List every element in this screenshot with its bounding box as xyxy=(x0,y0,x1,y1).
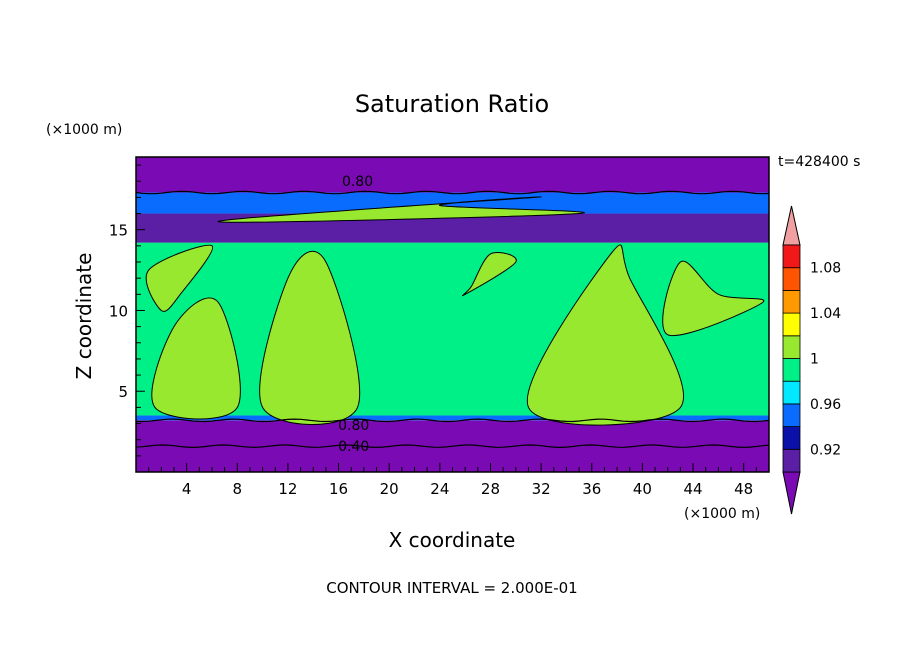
colorbar-tick-label: 0.92 xyxy=(810,442,841,458)
x-tick-label: 16 xyxy=(329,480,348,498)
contour-labels: 0.80 0.80 0.40 xyxy=(338,174,373,455)
contour-lines xyxy=(136,190,769,449)
x-tick-label: 36 xyxy=(582,480,601,498)
layer-band-5 xyxy=(136,157,769,193)
colorbar-swatch xyxy=(782,426,801,450)
y-tick-label: 15 xyxy=(109,222,128,240)
cloud-region-2 xyxy=(259,250,361,426)
cloud-region-0 xyxy=(145,244,214,312)
x-tick-label: 44 xyxy=(683,480,702,498)
colorbar-swatch xyxy=(782,244,801,269)
cloud-region-3 xyxy=(461,252,517,297)
colorbar-swatch xyxy=(782,448,801,473)
contour-label-0: 0.80 xyxy=(342,174,373,190)
colorbar-under-arrow xyxy=(782,471,801,515)
contour-line-1 xyxy=(136,418,769,423)
x-tick-label: 20 xyxy=(380,480,399,498)
colorbar: 0.92 0.96 1 1.04 1.08 xyxy=(782,205,841,515)
y-tick-label: 5 xyxy=(118,383,128,401)
x-tick-label: 24 xyxy=(430,480,449,498)
cloud-region-5 xyxy=(662,260,765,337)
colorbar-swatch xyxy=(782,289,801,314)
cloud-region-4 xyxy=(526,244,684,426)
colorbar-swatch xyxy=(782,312,801,337)
time-label: t=428400 s xyxy=(778,154,860,170)
colorbar-swatch xyxy=(782,380,801,405)
contour-field xyxy=(136,157,769,472)
colorbar-swatch xyxy=(782,267,801,291)
colorbar-tick-label: 1 xyxy=(810,352,819,368)
colorbar-tick-label: 1.08 xyxy=(810,261,841,277)
colorbar-swatch xyxy=(782,403,801,427)
x-tick-label: 40 xyxy=(633,480,652,498)
contour-label-1: 0.80 xyxy=(338,418,369,434)
y-tick-label: 10 xyxy=(109,302,128,320)
chart-title: Saturation Ratio xyxy=(355,90,549,118)
x-axis-ticks: 4 8 12 16 20 24 28 32 36 40 44 48 xyxy=(148,463,757,498)
colorbar-swatch xyxy=(782,335,801,359)
y-unit-label: (×1000 m) xyxy=(46,122,122,138)
x-unit-label: (×1000 m) xyxy=(684,506,760,522)
x-tick-label: 8 xyxy=(233,480,243,498)
x-tick-label: 48 xyxy=(734,480,753,498)
layer-band-1 xyxy=(136,415,769,421)
x-axis-label: X coordinate xyxy=(389,528,516,552)
contour-line-0 xyxy=(136,190,769,195)
colorbar-over-arrow xyxy=(782,205,801,246)
y-axis-label: Z coordinate xyxy=(72,253,96,380)
cloud-region-6 xyxy=(217,196,585,223)
contour-label-2: 0.40 xyxy=(338,439,369,455)
x-tick-label: 12 xyxy=(278,480,297,498)
colorbar-tick-label: 0.96 xyxy=(810,397,841,413)
x-tick-label: 28 xyxy=(481,480,500,498)
cloud-region-1 xyxy=(151,297,241,420)
x-tick-label: 32 xyxy=(532,480,551,498)
contour-interval-footer: CONTOUR INTERVAL = 2.000E-01 xyxy=(326,579,577,597)
colorbar-swatch xyxy=(782,358,801,382)
contour-line-2 xyxy=(136,444,769,449)
y-axis-ticks: 5 10 15 xyxy=(109,164,145,457)
x-tick-label: 4 xyxy=(182,480,192,498)
colorbar-tick-label: 1.04 xyxy=(810,306,841,322)
